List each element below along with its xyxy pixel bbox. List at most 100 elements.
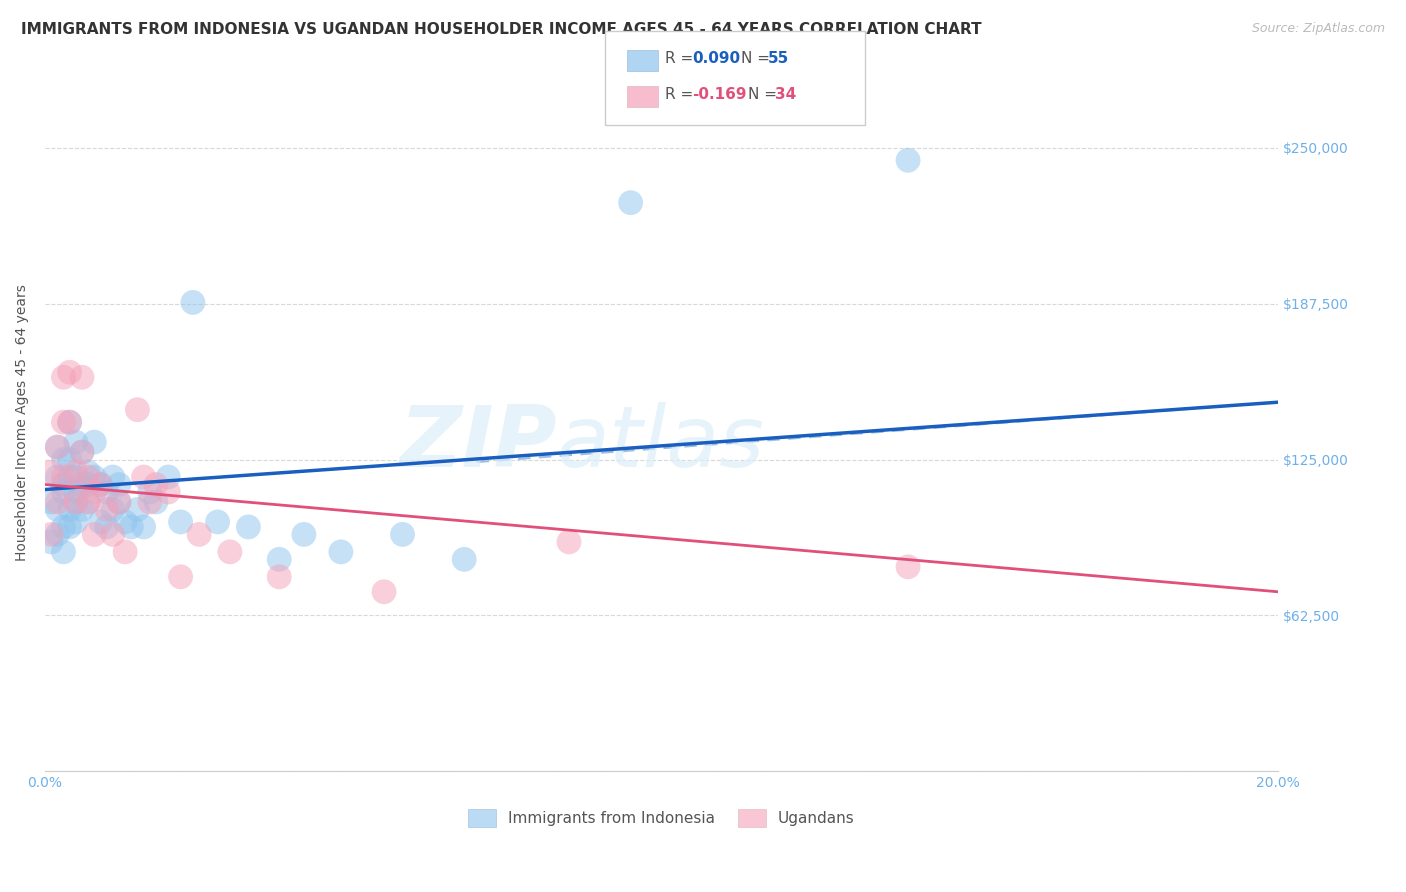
Point: [101, 527, 124, 541]
Point: [269, 552, 291, 566]
Point: [59, 365, 82, 379]
Point: [120, 520, 142, 534]
Point: [558, 534, 581, 549]
Point: [65, 470, 87, 484]
Point: [207, 515, 229, 529]
Point: [52, 470, 75, 484]
Point: [96, 502, 118, 516]
Point: [65, 435, 87, 450]
Point: [219, 545, 242, 559]
Point: [39, 465, 62, 479]
Point: [52, 370, 75, 384]
Text: R =: R =: [665, 51, 699, 66]
Point: [292, 527, 315, 541]
Y-axis label: Householder Income Ages 45 - 64 years: Householder Income Ages 45 - 64 years: [15, 284, 30, 560]
Point: [46, 470, 69, 484]
Point: [70, 477, 93, 491]
Point: [139, 485, 162, 500]
Point: [238, 520, 260, 534]
Legend: Immigrants from Indonesia, Ugandans: Immigrants from Indonesia, Ugandans: [463, 803, 860, 833]
Point: [181, 295, 204, 310]
Point: [157, 470, 180, 484]
Text: N =: N =: [748, 87, 782, 102]
Text: Source: ZipAtlas.com: Source: ZipAtlas.com: [1251, 22, 1385, 36]
Point: [101, 470, 124, 484]
Point: [453, 552, 475, 566]
Point: [39, 527, 62, 541]
Point: [83, 435, 105, 450]
Point: [46, 502, 69, 516]
Text: atlas: atlas: [557, 401, 765, 484]
Point: [96, 520, 118, 534]
Point: [70, 502, 93, 516]
Point: [77, 470, 100, 484]
Point: [114, 515, 136, 529]
Point: [897, 559, 920, 574]
Point: [52, 452, 75, 467]
Point: [83, 470, 105, 484]
Point: [77, 495, 100, 509]
Point: [101, 502, 124, 516]
Point: [373, 584, 395, 599]
Point: [52, 477, 75, 491]
Point: [52, 415, 75, 429]
Point: [65, 495, 87, 509]
Point: [127, 402, 149, 417]
Point: [59, 520, 82, 534]
Point: [169, 570, 191, 584]
Point: [169, 515, 191, 529]
Text: R =: R =: [665, 87, 699, 102]
Point: [52, 545, 75, 559]
Point: [145, 477, 167, 491]
Point: [65, 495, 87, 509]
Point: [59, 470, 82, 484]
Point: [108, 495, 131, 509]
Point: [157, 485, 180, 500]
Point: [132, 520, 155, 534]
Point: [77, 495, 100, 509]
Point: [77, 465, 100, 479]
Point: [46, 440, 69, 454]
Point: [39, 495, 62, 509]
Point: [89, 477, 111, 491]
Text: 0.090: 0.090: [692, 51, 740, 66]
Point: [108, 477, 131, 491]
Point: [329, 545, 352, 559]
Point: [65, 465, 87, 479]
Point: [52, 485, 75, 500]
Point: [114, 545, 136, 559]
Point: [108, 495, 131, 509]
Text: 55: 55: [768, 51, 789, 66]
Point: [70, 445, 93, 459]
Point: [145, 495, 167, 509]
Point: [59, 502, 82, 516]
Text: -0.169: -0.169: [692, 87, 747, 102]
Point: [83, 485, 105, 500]
Point: [46, 527, 69, 541]
Point: [96, 485, 118, 500]
Point: [46, 495, 69, 509]
Point: [897, 153, 920, 168]
Point: [83, 527, 105, 541]
Point: [59, 415, 82, 429]
Text: ZIP: ZIP: [399, 401, 557, 484]
Point: [139, 495, 162, 509]
Point: [77, 477, 100, 491]
Point: [70, 445, 93, 459]
Point: [127, 502, 149, 516]
Point: [59, 415, 82, 429]
Point: [52, 520, 75, 534]
Point: [70, 370, 93, 384]
Point: [188, 527, 211, 541]
Point: [620, 195, 643, 210]
Point: [89, 477, 111, 491]
Point: [65, 515, 87, 529]
Point: [89, 515, 111, 529]
Text: IMMIGRANTS FROM INDONESIA VS UGANDAN HOUSEHOLDER INCOME AGES 45 - 64 YEARS CORRE: IMMIGRANTS FROM INDONESIA VS UGANDAN HOU…: [21, 22, 981, 37]
Point: [46, 440, 69, 454]
Text: N =: N =: [741, 51, 775, 66]
Text: 34: 34: [775, 87, 796, 102]
Point: [269, 570, 291, 584]
Point: [132, 470, 155, 484]
Point: [39, 534, 62, 549]
